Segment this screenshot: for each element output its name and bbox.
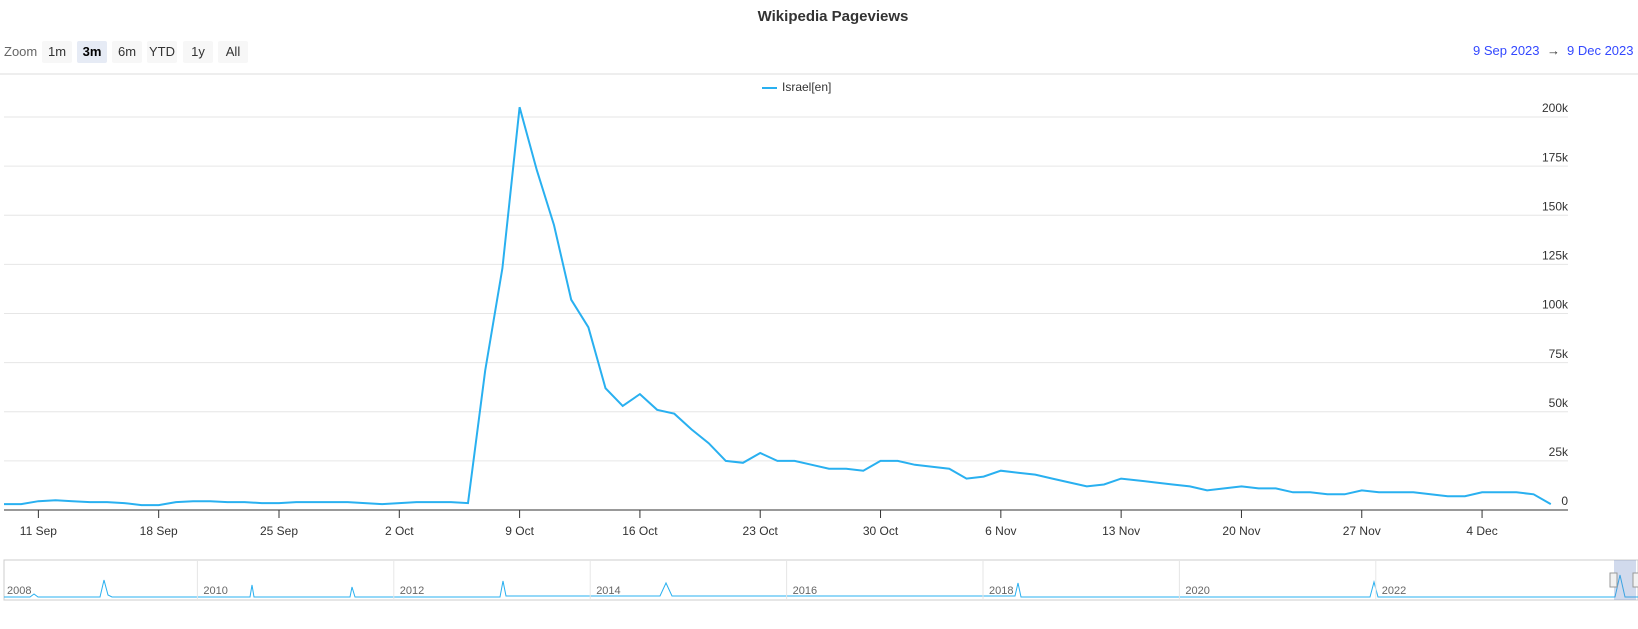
- x-tick-label: 23 Oct: [743, 524, 779, 538]
- navigator-label: 2010: [203, 585, 227, 597]
- y-tick-label: 175k: [1542, 150, 1569, 164]
- x-tick-label: 9 Oct: [505, 524, 534, 538]
- x-tick-label: 4 Dec: [1466, 524, 1497, 538]
- zoom-button[interactable]: 6m: [112, 41, 142, 63]
- navigator-label: 2014: [596, 585, 620, 597]
- navigator-label: 2016: [793, 585, 817, 597]
- y-tick-label: 25k: [1549, 445, 1569, 459]
- navigator-line: [4, 574, 1638, 598]
- navigator-label: 2018: [989, 585, 1013, 597]
- navigator-selection[interactable]: [1614, 560, 1636, 600]
- navigator-label: 2022: [1382, 585, 1406, 597]
- y-tick-label: 100k: [1542, 298, 1569, 312]
- x-tick-label: 16 Oct: [622, 524, 658, 538]
- x-tick-label: 18 Sep: [140, 524, 178, 538]
- y-tick-label: 0: [1561, 494, 1568, 508]
- x-tick-label: 11 Sep: [20, 524, 57, 538]
- x-tick-label: 25 Sep: [260, 524, 298, 538]
- zoom-button[interactable]: 1y: [183, 41, 213, 63]
- y-tick-label: 150k: [1542, 199, 1569, 213]
- chart-title: Wikipedia Pageviews: [758, 8, 909, 25]
- navigator-frame: [3, 559, 1638, 601]
- navigator-label: 2008: [7, 585, 31, 597]
- navigator-label: 2020: [1185, 585, 1209, 597]
- y-tick-label: 75k: [1549, 347, 1569, 361]
- x-tick-label: 30 Oct: [863, 524, 899, 538]
- zoom-button[interactable]: YTD: [147, 41, 177, 63]
- zoom-button[interactable]: All: [218, 41, 248, 63]
- y-tick-label: 125k: [1542, 249, 1569, 263]
- x-tick-label: 27 Nov: [1343, 524, 1381, 538]
- navigator-label: 2012: [400, 585, 424, 597]
- navigator-handle[interactable]: [1609, 572, 1618, 588]
- zoom-button[interactable]: 1m: [42, 41, 72, 63]
- x-tick-label: 2 Oct: [385, 524, 414, 538]
- zoom-button[interactable]: 3m: [77, 41, 107, 63]
- range-from[interactable]: 9 Sep 2023: [1473, 43, 1540, 58]
- series-line: [4, 106, 1552, 507]
- range-to[interactable]: 9 Dec 2023: [1567, 43, 1634, 58]
- navigator: 2008 2010 2012 2014 2016 2018 2020 2022: [3, 559, 1638, 601]
- y-tick-label: 200k: [1542, 101, 1569, 115]
- legend-label[interactable]: Israel[en]: [782, 80, 831, 94]
- x-tick-label: 20 Nov: [1222, 524, 1260, 538]
- zoom-label: Zoom: [4, 44, 38, 59]
- x-tick-label: 13 Nov: [1102, 524, 1140, 538]
- navigator-handle[interactable]: [1632, 572, 1638, 588]
- y-tick-label: 50k: [1549, 396, 1569, 410]
- x-tick-label: 6 Nov: [985, 524, 1016, 538]
- range-arrow: →: [1547, 43, 1560, 58]
